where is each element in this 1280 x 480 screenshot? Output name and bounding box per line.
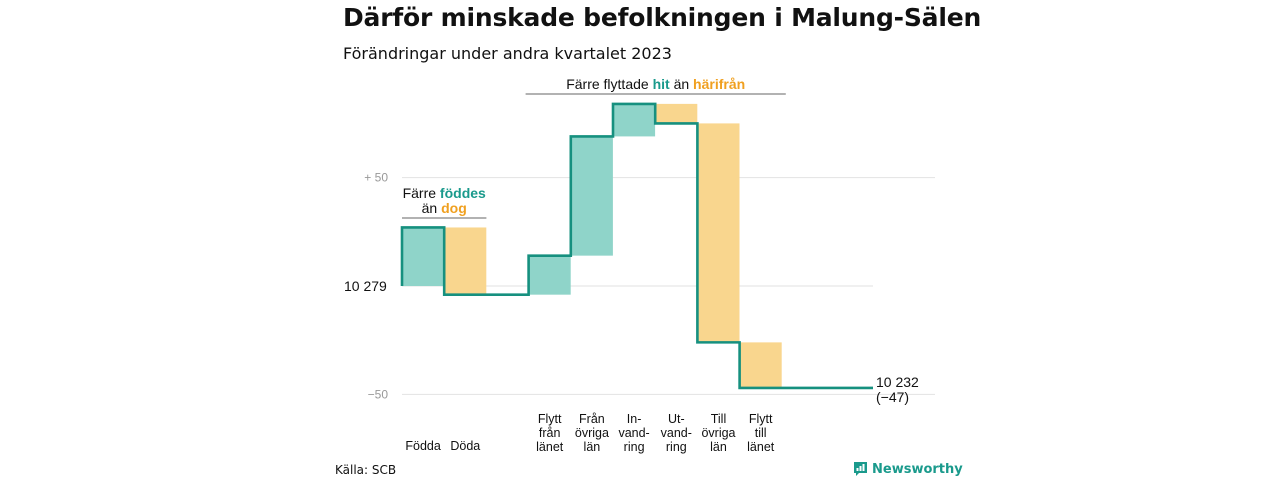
waterfall-bar (444, 227, 487, 295)
category-label-line: vand- (618, 426, 649, 440)
category-label: Flytt från länet (536, 412, 564, 454)
category-label: Födda (405, 439, 440, 453)
category-label-line: övriga (701, 426, 735, 440)
category-label-line: övriga (575, 426, 609, 440)
chart-subtitle: Förändringar under andra kvartalet 2023 (343, 44, 672, 63)
annotation-births-line2: än dog (422, 200, 467, 216)
category-label: Från övriga län (575, 412, 609, 454)
category-label: Döda (450, 439, 480, 453)
newsworthy-icon (854, 462, 867, 476)
category-label: In-vand-ring (618, 412, 649, 454)
annotation-part: än (670, 76, 693, 92)
annotation-part: föddes (440, 185, 486, 201)
annotation-births-line1: Färre föddes (403, 185, 486, 201)
category-label-line: från (539, 426, 561, 440)
category-label-line: ring (666, 440, 687, 454)
waterfall-bar (739, 342, 782, 388)
category-label-line: Födda (405, 439, 440, 453)
y-tick-label: + 50 (364, 171, 388, 185)
category-label-line: Flytt (538, 412, 562, 426)
waterfall-bar (570, 136, 613, 256)
category-label-line: län (710, 440, 727, 454)
category-label-line: länet (536, 440, 564, 454)
annotation-part: Färre (403, 185, 440, 201)
brand-logo: Newsworthy (853, 461, 963, 477)
category-label-line: Ut- (668, 412, 685, 426)
annotation-part: hit (653, 76, 670, 92)
waterfall-bar (402, 227, 445, 286)
category-label-line: vand- (661, 426, 692, 440)
category-label-line: till (755, 426, 767, 440)
end-change-label: (−47) (876, 389, 909, 405)
annotation-migration: Färre flyttade hit än härifrån (566, 76, 745, 92)
end-value-label: 10 232 (876, 374, 919, 390)
category-label: Till övriga län (701, 412, 735, 454)
waterfall-bar (613, 103, 656, 137)
category-label-line: In- (627, 412, 642, 426)
y-tick-label: −50 (368, 387, 389, 401)
category-label-line: Döda (450, 439, 480, 453)
category-label-line: län (584, 440, 601, 454)
annotation-part: härifrån (693, 76, 745, 92)
waterfall-bar (655, 103, 698, 124)
category-label-line: Till (711, 412, 727, 426)
annotation-part: dog (441, 200, 467, 216)
cumulative-step-line (400, 102, 873, 390)
brand-name: Newsworthy (872, 461, 963, 477)
category-label-line: ring (624, 440, 645, 454)
annotation-part: än (422, 200, 441, 216)
category-label: Flytt till länet (747, 412, 775, 454)
baseline-label: 10 279 (344, 278, 387, 294)
annotation-part: Färre flyttade (566, 76, 652, 92)
waterfall-bar (697, 123, 740, 343)
category-label-line: länet (747, 440, 775, 454)
waterfall-bar (528, 255, 571, 295)
category-label-line: Flytt (749, 412, 773, 426)
source-note: Källa: SCB (335, 463, 397, 477)
chart-title: Därför minskade befolkningen i Malung-Sä… (343, 3, 982, 32)
category-label: Ut-vand-ring (661, 412, 692, 454)
category-label-line: Från (579, 412, 605, 426)
